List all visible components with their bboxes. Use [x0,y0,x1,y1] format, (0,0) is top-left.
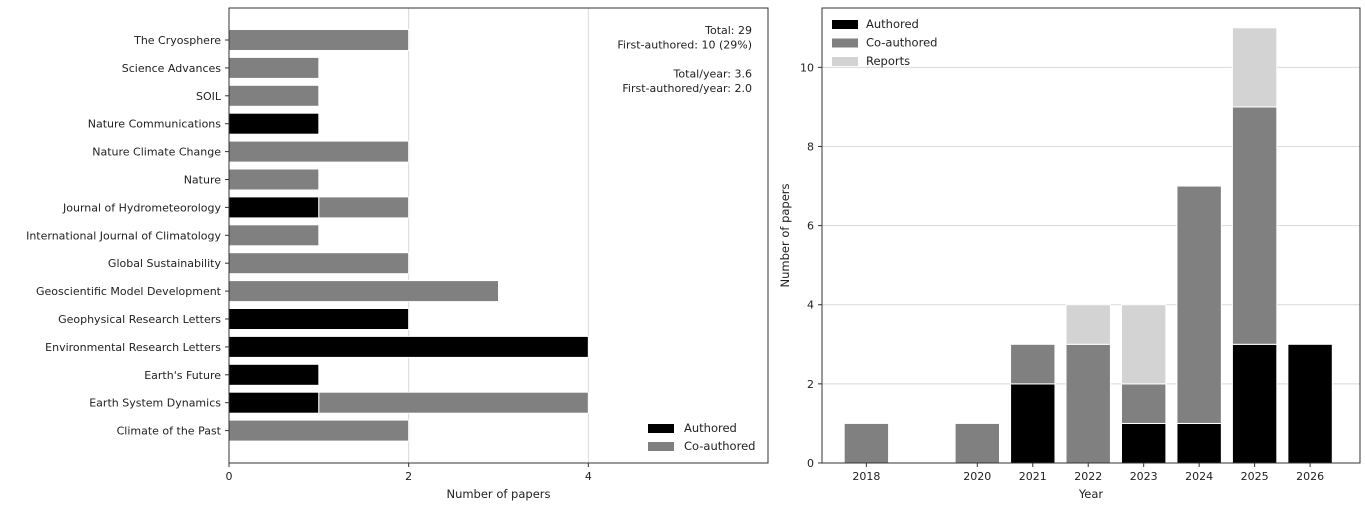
left-x-tick-label: 2 [405,470,412,483]
bar-co-authored-2023 [1120,383,1167,424]
legend-label-authored: Authored [684,421,737,435]
bar-co-authored-soil [228,84,320,107]
annotation-line: First-authored/year: 2.0 [622,82,752,95]
bar-co-authored-2021 [1010,343,1056,385]
summary-annotation: Total: 29 First-authored: 10 (29%) Total/y… [617,24,752,95]
category-label-nature-climate-change: Nature Climate Change [92,146,221,159]
annotation-line: Total: 29 [704,24,752,37]
bar-co-authored-2018 [843,422,890,464]
right-x-tick-label-2023: 2023 [1130,470,1158,483]
right-y-tick-label: 8 [807,140,814,153]
bar-co-authored-global-sustainability [228,252,410,275]
right-y-tick-label: 10 [800,61,814,74]
left-category-labels: The Cryosphere Science Advances SOIL Nature… [26,34,229,438]
right-y-tick-label: 0 [807,457,814,470]
category-label-science-advances: Science Advances [122,62,221,75]
annotation-line: Total/year: 3.6 [673,68,752,81]
category-label-geophysical-research-letters: Geophysical Research Letters [58,313,221,326]
right-x-tick-label-2022: 2022 [1074,470,1102,483]
bar-co-authored-earth-system-dynamics [318,391,589,414]
right-x-tick-label-2026: 2026 [1296,470,1324,483]
right-x-tick-label-2018: 2018 [852,470,880,483]
bar-co-authored-climate-of-the-past [228,419,410,442]
category-label-geoscientific-model-development: Geoscientific Model Development [36,285,222,298]
right-y-tick-label: 4 [807,299,814,312]
bar-co-authored-nature [228,168,320,191]
legend-swatch-authored [648,424,674,433]
category-label-journal-of-hydrometeorology: Journal of Hydrometeorology [62,201,221,214]
right-y-tick-label: 6 [807,220,814,233]
legend-label-authored: Authored [866,17,919,31]
category-label-climate-of-the-past: Climate of the Past [117,425,222,438]
right-x-tick-label-2025: 2025 [1241,470,1269,483]
bar-authored-2026 [1287,343,1333,464]
left-gridlines [408,8,589,463]
left-x-tick-label: 0 [226,470,233,483]
category-label-earth-s-future: Earth's Future [144,369,221,382]
bar-co-authored-the-cryosphere [228,29,410,51]
bar-co-authored-science-advances [228,56,320,79]
bar-authored-earth-s-future [228,363,320,386]
right-y-tick-label: 2 [807,378,814,391]
category-label-environmental-research-letters: Environmental Research Letters [45,341,221,354]
category-label-soil: SOIL [196,90,222,103]
right-bars [843,27,1333,464]
right-ticks: 0 2 4 6 8 10 2018 2020 2021 2022 2023 2024 2025 2026 [800,61,1324,483]
bar-authored-2023 [1120,422,1167,464]
bar-co-authored-international-journal-of-climatology [228,224,320,247]
bar-authored-2024 [1176,422,1222,464]
category-label-earth-system-dynamics: Earth System Dynamics [89,397,221,410]
bar-reports-2023 [1120,304,1167,385]
bar-co-authored-2022 [1065,343,1111,464]
bar-co-authored-2025 [1231,106,1278,345]
left-x-tick-label: 4 [585,470,592,483]
bar-reports-2022 [1065,304,1111,345]
legend-label-co-authored: Co-authored [684,439,755,453]
annotation-line: First-authored: 10 (29%) [617,39,752,52]
left-bars [228,29,589,442]
legend-label-co-authored: Co-authored [866,36,937,50]
bar-co-authored-journal-of-hydrometeorology [318,196,410,219]
right-legend: Authored Co-authored Reports [832,17,937,68]
bar-reports-2025 [1231,27,1278,108]
journal-bar-chart: 0 2 4 The Cryosphere Science Advances SOIL Na… [26,7,769,501]
right-x-axis-label: Year [1078,487,1104,501]
category-label-nature: Nature [184,174,222,187]
right-x-tick-label-2024: 2024 [1185,470,1213,483]
right-x-tick-label-2020: 2020 [963,470,991,483]
bar-authored-2021 [1010,383,1056,464]
left-x-axis-label: Number of papers [446,487,550,501]
right-x-tick-label-2021: 2021 [1019,470,1047,483]
legend-label-reports: Reports [866,54,910,68]
right-y-axis-label: Number of papers [778,183,792,287]
category-label-global-sustainability: Global Sustainability [108,257,222,270]
legend-swatch-authored [832,20,858,29]
left-legend: Authored Co-authored [648,421,755,453]
left-ticks: 0 2 4 [226,463,592,483]
legend-swatch-reports [832,57,858,66]
category-label-international-journal-of-climatology: International Journal of Climatology [26,229,221,242]
bar-co-authored-geoscientific-model-development [228,280,499,303]
right-plot-frame [821,7,1361,464]
category-label-nature-communications: Nature Communications [88,118,221,131]
legend-swatch-co-authored [648,442,674,451]
bar-authored-nature-communications [228,112,320,135]
bar-co-authored-nature-climate-change [228,140,410,163]
bar-authored-journal-of-hydrometeorology [228,196,320,219]
legend-swatch-co-authored [832,38,858,48]
bar-co-authored-2024 [1176,185,1222,424]
bar-authored-earth-system-dynamics [228,391,320,414]
bar-authored-environmental-research-letters [228,335,589,358]
bar-authored-geophysical-research-letters [228,308,410,330]
bar-co-authored-2020 [954,422,1000,464]
bar-authored-2025 [1231,343,1278,464]
category-label-the-cryosphere: The Cryosphere [133,34,221,47]
